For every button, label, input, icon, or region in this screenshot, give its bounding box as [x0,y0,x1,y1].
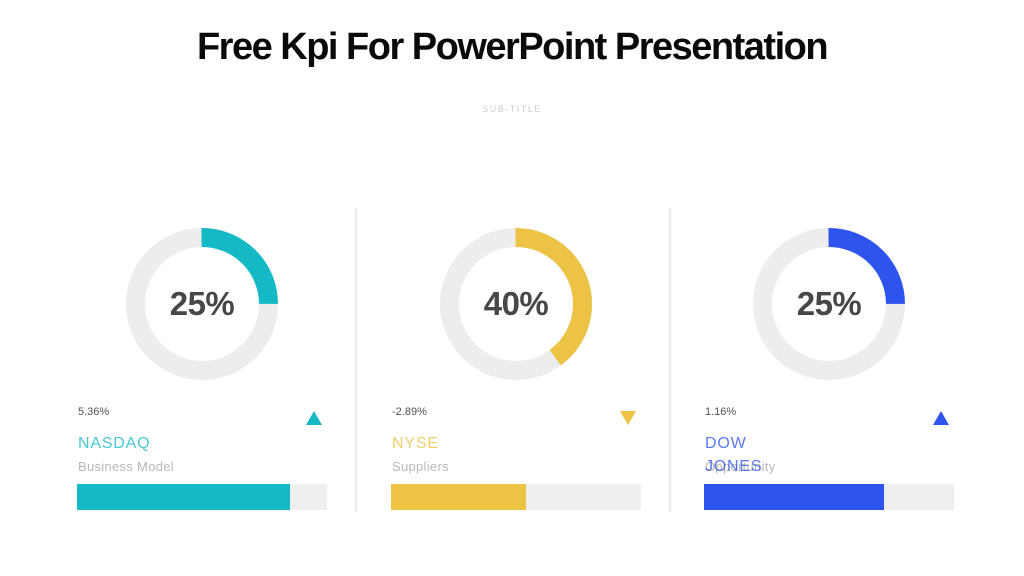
kpi-card-nyse: 40% -2.89% NYSE Suppliers [391,228,641,512]
donut-percent-value: 25% [796,285,862,322]
donut-chart: 40% [440,228,592,380]
index-label: NASDAQ [78,435,151,452]
donut-svg [753,228,905,380]
donut-arc [126,228,278,380]
index-sublabel: Suppliers [392,459,449,474]
progress-fill [77,484,290,510]
change-value: 1.16% [705,406,737,418]
donut-svg [126,228,278,380]
donut-chart: 25% [753,228,905,380]
index-sublabel: Business Model [78,459,174,474]
kpi-card-nasdaq: 25% 5.36% NASDAQ Business Model [77,228,327,512]
vertical-divider [355,208,357,512]
progress-bar [77,484,327,510]
trend-up-icon [306,411,322,425]
donut-percent-value: 25% [169,285,235,322]
change-value: 5.36% [78,406,110,418]
donut-svg [440,228,592,380]
page-title: Free Kpi For PowerPoint Presentation [196,26,829,68]
index-label-line1: DOW [705,435,747,452]
index-label: DOW JONES [705,432,762,478]
vertical-divider [669,208,671,512]
kpi-card-dow-jones: 25% 1.16% DOW JONES Opportunity [704,228,954,512]
progress-fill [704,484,884,510]
donut-arc [440,228,592,380]
index-label-line2: JONES [705,458,763,475]
progress-fill [391,484,526,510]
index-sublabel: Opportunity [705,459,776,474]
progress-bar [704,484,954,510]
index-label: NYSE [392,435,439,452]
change-value: -2.89% [392,406,427,418]
progress-bar [391,484,641,510]
page-subtitle: SUB-TITLE [482,104,542,114]
donut-chart: 25% [126,228,278,380]
trend-down-icon [620,411,636,425]
trend-up-icon [933,411,949,425]
donut-arc [753,228,905,380]
donut-percent-value: 40% [483,285,549,322]
